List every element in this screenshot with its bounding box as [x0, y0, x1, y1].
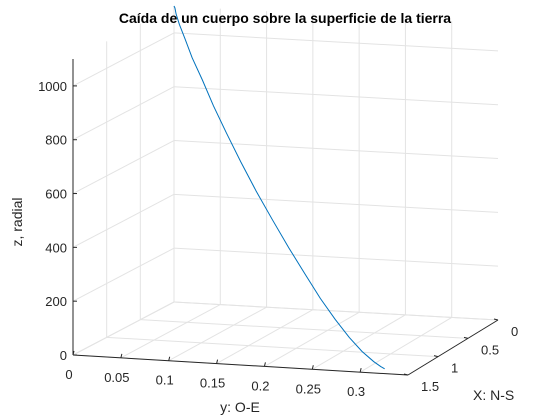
z-tick-label: 0	[60, 348, 67, 363]
y-tick-mark	[168, 356, 171, 361]
z-axis-label: z, radial	[9, 197, 25, 246]
grid-line-y-floor	[359, 316, 452, 373]
grid-line-y-floor	[120, 304, 221, 359]
y-tick-mark	[359, 368, 362, 373]
axis-lines	[72, 59, 499, 376]
y-tick-mark	[216, 359, 219, 364]
y-tick-label: 0.2	[251, 378, 269, 393]
y-tick-mark	[263, 362, 266, 367]
x-tick-mark	[403, 373, 409, 376]
grid-line-z-back-wall	[173, 86, 499, 106]
grid-line-y-floor	[312, 314, 406, 370]
grid-line-y-floor	[216, 309, 314, 365]
z-tick-label: 600	[45, 187, 67, 202]
x-axis-line	[407, 319, 499, 376]
x-tick-label: 1.5	[421, 379, 439, 394]
grid-line-z-left-wall	[72, 140, 175, 194]
grid-line-x-floor	[106, 336, 439, 358]
tick-labels: 0 0.05 0.1 0.15 0.2 0.25 0.3 0 0.5 1 1.5 0 200 400 600…	[38, 79, 518, 399]
series-line-0	[173, 5, 385, 370]
x-tick-mark	[463, 336, 469, 339]
z-tick-label: 200	[45, 294, 67, 309]
x-tick-mark	[433, 355, 439, 358]
x-tick-label: 0	[511, 324, 518, 339]
grid-line-z-back-wall	[173, 193, 499, 213]
data-series	[173, 5, 385, 370]
y-tick-mark	[120, 353, 123, 358]
grid-line-x-floor	[173, 301, 499, 321]
grid-line-x-floor	[140, 319, 469, 339]
grid-line-z-left-wall	[72, 193, 175, 248]
grid-line-z-left-wall	[72, 86, 175, 141]
x-tick-mark	[493, 318, 499, 321]
y-tick-label: 0.25	[296, 381, 321, 396]
grid-line-z-back-wall	[173, 247, 499, 267]
grid-lines	[72, 6, 499, 376]
z-tick-label: 800	[45, 133, 67, 148]
grid-line-z-left-wall	[72, 32, 175, 87]
y-tick-label: 0.1	[156, 373, 174, 388]
grid-line-y-floor	[168, 306, 267, 362]
x-axis-label: X: N-S	[473, 387, 514, 403]
y-tick-mark	[72, 350, 75, 356]
chart-title: Caída de un cuerpo sobre la superficie d…	[119, 10, 451, 26]
y-tick-label: 0.3	[347, 384, 365, 399]
grid-line-y-floor	[72, 301, 175, 356]
y-axis-label: y: O-E	[220, 399, 260, 415]
y-tick-mark	[311, 365, 314, 370]
x-tick-label: 0.5	[481, 342, 499, 357]
z-tick-label: 400	[45, 240, 67, 255]
grid-line-y-floor	[264, 311, 360, 367]
y-tick-label: 0	[65, 367, 72, 382]
x-tick-label: 1	[451, 361, 458, 376]
y-axis-line	[72, 354, 409, 376]
y-tick-label: 0.05	[104, 370, 129, 385]
grid-line-z-back-wall	[173, 140, 499, 160]
y-tick-label: 0.15	[200, 376, 225, 391]
grid-line-z-back-wall	[173, 32, 499, 52]
grid-line-z-left-wall	[72, 247, 175, 302]
z-tick-label: 1000	[38, 79, 67, 94]
